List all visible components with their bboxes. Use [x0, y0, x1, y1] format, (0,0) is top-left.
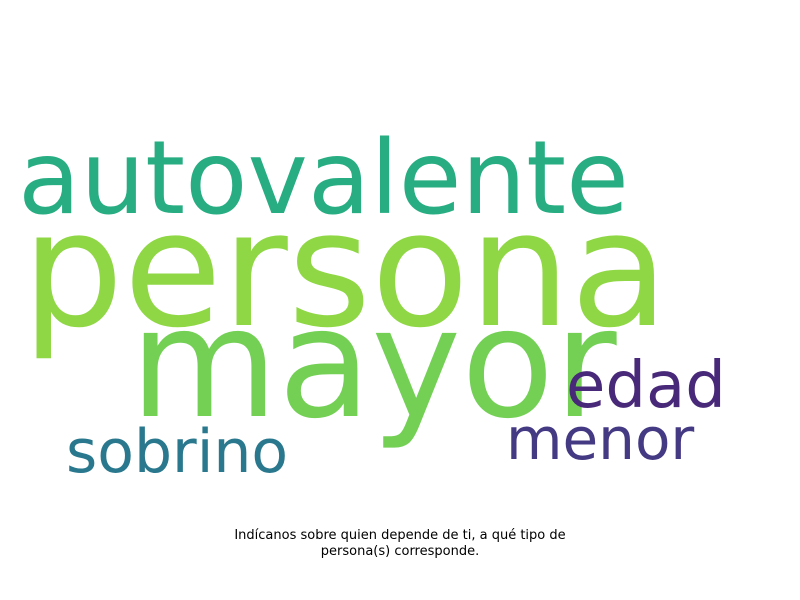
- word-mayor: mayor: [130, 275, 617, 452]
- caption-line-2: persona(s) corresponde.: [320, 544, 480, 559]
- word-menor: menor: [506, 405, 695, 473]
- word-persona: persona: [22, 176, 669, 363]
- word-autovalente: autovalente: [18, 119, 629, 238]
- caption-line-1: Indícanos sobre quien depende de ti, a q…: [234, 528, 566, 543]
- caption: Indícanos sobre quien depende de ti, a q…: [200, 528, 600, 560]
- word-edad: edad: [566, 349, 726, 423]
- word-sobrino: sobrino: [66, 417, 289, 487]
